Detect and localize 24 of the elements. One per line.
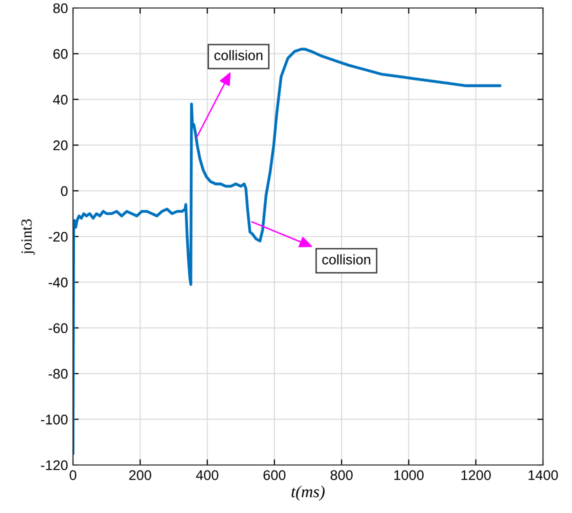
- x-tick-label: 0: [70, 470, 76, 480]
- x-tick-label: 800: [330, 470, 353, 480]
- y-tick-label: 60: [53, 49, 68, 59]
- y-tick-label: 0: [60, 186, 68, 196]
- y-tick-label: -120: [40, 460, 68, 470]
- y-tick-label: -100: [40, 414, 68, 424]
- y-tick-label: -60: [48, 323, 68, 334]
- x-axis-title: t(ms): [292, 486, 325, 501]
- x-tick-label: 1400: [528, 470, 558, 480]
- y-tick-label: -80: [48, 368, 68, 379]
- x-tick-label: 1200: [461, 470, 491, 480]
- annotation: collision: [322, 254, 370, 264]
- x-tick-label: 200: [129, 470, 152, 480]
- x-tick-label: 600: [264, 470, 286, 480]
- annotation: collision: [214, 50, 262, 60]
- x-tick-label: 1000: [394, 470, 424, 480]
- y-axis-title: joint3: [21, 219, 35, 255]
- y-tick-label: 20: [53, 140, 68, 150]
- y-tick-label: -40: [48, 278, 68, 288]
- y-tick-label: 80: [53, 3, 68, 14]
- x-tick-label: 400: [196, 470, 218, 480]
- line-series: [73, 48, 502, 455]
- y-tick-label: 40: [53, 94, 68, 105]
- y-tick-label: -20: [48, 232, 68, 242]
